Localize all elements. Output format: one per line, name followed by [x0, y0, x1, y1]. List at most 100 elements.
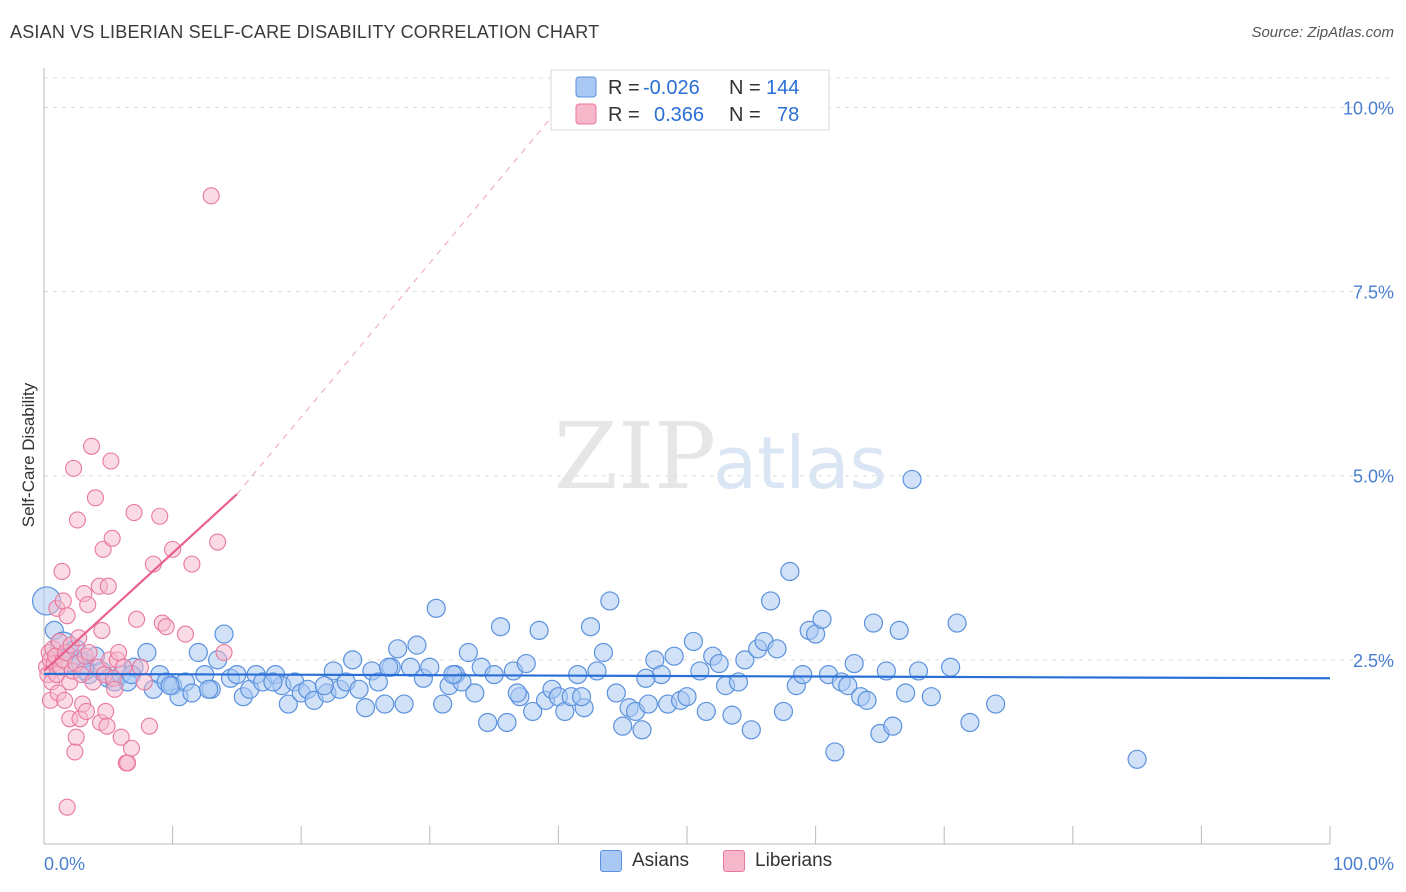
point-asians: [490, 617, 511, 637]
point-liberians: [119, 754, 137, 772]
point-asians: [433, 694, 453, 714]
point-liberians: [98, 717, 116, 735]
point-asians: [1127, 749, 1147, 769]
point-liberians: [157, 618, 175, 636]
x-tick-label-min: 0.0%: [44, 854, 85, 874]
point-liberians: [110, 643, 128, 662]
trend-line-liberians: [43, 493, 238, 672]
point-asians: [600, 591, 620, 611]
point-asians: [921, 687, 941, 707]
y-tick-labels: 2.5% 5.0% 7.5% 10.0%: [1343, 98, 1394, 670]
point-asians: [863, 613, 884, 633]
legend-r-label: R =: [608, 104, 640, 126]
point-asians: [857, 690, 877, 710]
point-asians: [767, 639, 787, 659]
point-asians: [741, 720, 761, 740]
point-asians: [420, 657, 440, 677]
point-asians: [986, 694, 1006, 714]
legend-label-liberians: Liberians: [755, 850, 833, 871]
point-asians: [902, 469, 922, 490]
legend-swatch-asians: [600, 850, 622, 872]
legend-r-label: R =: [608, 77, 640, 99]
legend-item-asians[interactable]: Asians: [600, 850, 689, 872]
point-asians: [458, 642, 478, 663]
point-liberians: [68, 511, 86, 529]
x-tick-label-max: 100.0%: [1333, 854, 1394, 874]
point-liberians: [66, 743, 84, 761]
point-liberians: [140, 717, 159, 735]
bottom-legend: Asians Liberians: [600, 850, 832, 872]
point-liberians: [164, 540, 182, 558]
point-liberians: [115, 658, 133, 676]
point-liberians: [79, 596, 97, 614]
point-asians: [883, 716, 903, 736]
grid-lines: [44, 77, 1394, 661]
point-liberians: [122, 739, 140, 757]
legend-n-label: N =: [729, 77, 761, 99]
point-asians: [780, 561, 800, 582]
point-liberians: [209, 533, 227, 551]
point-liberians: [93, 621, 111, 639]
point-liberians: [54, 592, 72, 610]
point-asians: [478, 712, 498, 733]
legend-item-liberians[interactable]: Liberians: [723, 850, 832, 872]
watermark: ZIP atlas: [554, 403, 887, 510]
point-asians: [677, 687, 697, 707]
point-asians: [636, 668, 656, 688]
point-liberians: [65, 459, 83, 477]
point-liberians: [80, 643, 98, 662]
point-asians: [529, 620, 549, 641]
point-liberians: [202, 187, 220, 205]
point-liberians: [135, 673, 153, 691]
point-asians: [593, 642, 614, 663]
point-asians: [587, 661, 607, 681]
y-tick-label: 10.0%: [1343, 98, 1394, 118]
y-tick-label: 5.0%: [1353, 467, 1394, 487]
point-asians: [388, 639, 408, 659]
legend-swatch-asians: [575, 76, 597, 98]
point-asians: [394, 694, 414, 714]
point-liberians: [99, 577, 117, 595]
point-liberians: [94, 540, 112, 558]
point-asians: [760, 591, 781, 611]
legend-r-value-asians: -0.026: [643, 77, 700, 99]
point-liberians: [131, 658, 149, 676]
trend-line-liberians-extension: [236, 77, 585, 495]
point-asians: [960, 712, 980, 733]
point-asians: [722, 705, 742, 725]
point-asians: [523, 701, 543, 722]
point-asians: [632, 720, 652, 740]
point-asians: [889, 620, 909, 641]
point-liberians: [183, 555, 201, 573]
legend-box: R = -0.026 N = 144 R = 0.366 N = 78: [550, 69, 830, 131]
y-tick-label: 7.5%: [1353, 283, 1394, 303]
point-asians: [947, 613, 967, 633]
legend-label-asians: Asians: [632, 850, 690, 871]
point-liberians: [215, 643, 233, 662]
point-asians: [188, 642, 208, 663]
point-asians: [426, 598, 446, 618]
point-liberians: [83, 437, 101, 455]
point-asians: [825, 742, 845, 762]
watermark-atlas: atlas: [713, 421, 887, 505]
point-asians: [664, 646, 684, 666]
point-asians: [465, 683, 485, 703]
point-asians: [735, 650, 755, 670]
point-asians: [941, 657, 961, 677]
chart-title: ASIAN VS LIBERIAN SELF-CARE DISABILITY C…: [10, 22, 600, 42]
point-liberians: [112, 728, 130, 746]
point-asians: [571, 687, 592, 707]
point-asians: [908, 661, 929, 681]
point-liberians: [103, 529, 121, 547]
point-liberians: [53, 562, 71, 581]
point-asians: [368, 672, 388, 692]
point-asians: [728, 672, 749, 692]
point-asians: [709, 653, 729, 674]
point-liberians: [128, 610, 146, 628]
point-liberians: [97, 702, 115, 720]
watermark-zip: ZIP: [554, 403, 716, 510]
legend-n-value-liberians: 78: [777, 104, 799, 126]
point-liberians: [58, 607, 76, 625]
point-liberians: [106, 680, 124, 698]
